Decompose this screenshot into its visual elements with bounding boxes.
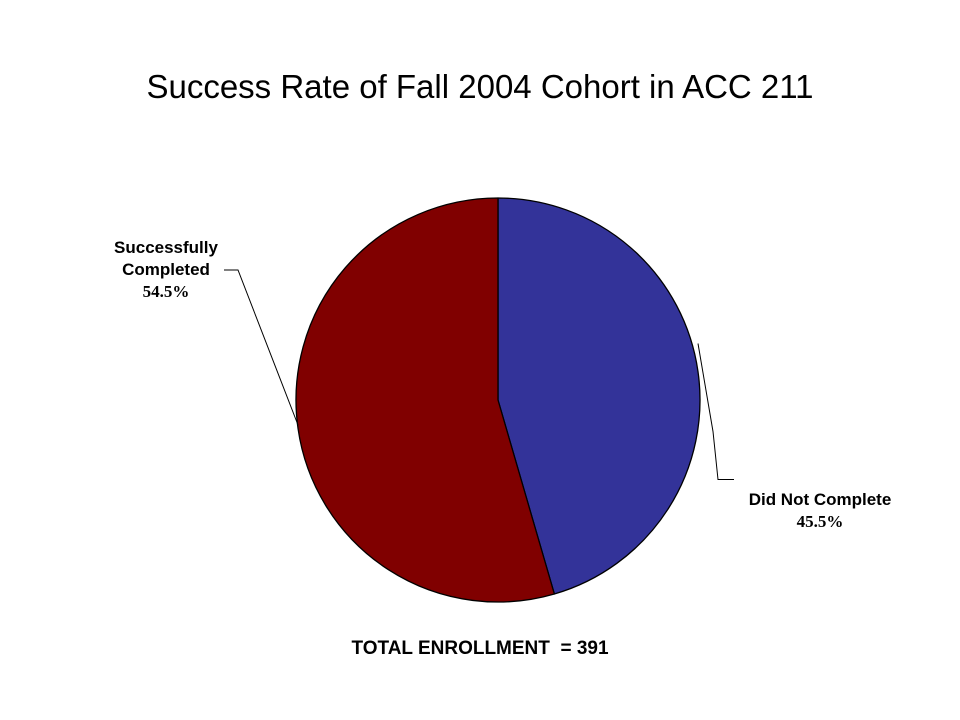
slice-percent-did-not-complete: 45.5% [797, 512, 844, 531]
leader-line-successfully-completed [224, 269, 299, 426]
pie-slice-successfully-completed [295, 197, 556, 603]
total-enrollment-label: TOTAL ENROLLMENT = 391 [351, 638, 609, 659]
slice-label-successfully: Successfully [114, 238, 218, 257]
slice-percent-successfully-completed: 54.5% [143, 282, 190, 301]
leader-line-did-not-complete [697, 343, 734, 480]
pie-slice-did-not-complete [497, 197, 701, 595]
slice-label-completed: Completed [122, 260, 210, 279]
chart-title: Success Rate of Fall 2004 Cohort in ACC … [146, 68, 814, 105]
slice-label-did-not-complete: Did Not Complete [749, 490, 892, 509]
